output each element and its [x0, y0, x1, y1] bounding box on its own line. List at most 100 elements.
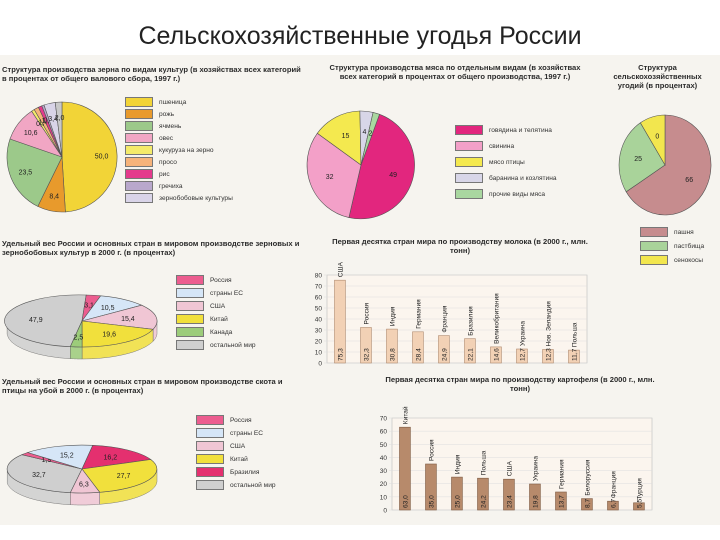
bar-value-label: 6,7	[610, 499, 617, 508]
legend-item: рожь	[125, 109, 233, 119]
pie-value-label: 0	[655, 134, 659, 141]
bar	[386, 328, 398, 364]
legend-label: баранина и козлятина	[489, 174, 557, 182]
legend-item: пашня	[640, 227, 704, 237]
bar	[451, 476, 463, 511]
bar	[334, 279, 346, 364]
bar	[633, 502, 645, 511]
legend-swatch	[455, 125, 483, 135]
legend-swatch	[196, 467, 224, 477]
pie-slice	[618, 122, 666, 193]
legend-swatch	[125, 145, 153, 155]
legend-swatch	[125, 133, 153, 143]
pie-side	[70, 346, 83, 360]
legend-item: прочие виды мяса	[455, 189, 557, 199]
pie-value-label: 1,9	[42, 457, 52, 464]
legend-swatch	[196, 428, 224, 438]
legend-swatch	[455, 157, 483, 167]
land-structure-pie: 66 25 0	[618, 114, 712, 216]
milk-bar-chart: 0 10 20 30 40 50 60 70 80 75,3 США 32,3 Россия 30,8 Ин…	[315, 261, 588, 368]
y-tick-label: 20	[380, 481, 388, 488]
meat-structure-title: Структура производства мяса по отдельным…	[329, 63, 581, 81]
potato-bar-chart: 0 10 20 30 40 50 60 70 63,0 Китай 35,0 Россия 25,0 Ин…	[380, 406, 653, 515]
y-tick-label: 10	[315, 350, 323, 357]
pie-slice	[306, 132, 362, 218]
legend-label: остальной мир	[210, 341, 256, 349]
legend-label: говядина и телятина	[489, 126, 552, 134]
y-tick-label: 60	[380, 429, 388, 436]
pie-slice	[6, 138, 63, 207]
legend-item: свинина	[455, 141, 557, 151]
legend-swatch	[176, 327, 204, 337]
slide-title: Сельскохозяйственные угодья России	[138, 22, 582, 50]
pie-slice	[4, 294, 87, 348]
pie-value-label: 16,2	[103, 455, 117, 462]
milk-chart-title: Первая десятка стран мира по производств…	[332, 237, 588, 255]
legend-swatch	[455, 189, 483, 199]
potato-chart-title: Первая десятка стран мира по производств…	[385, 375, 655, 393]
legend-label: Китай	[210, 315, 228, 323]
legend-label: Россия	[230, 416, 252, 424]
legend-swatch	[640, 227, 668, 237]
y-tick-label: 30	[380, 468, 388, 475]
legend-item: сенокосы	[640, 255, 704, 265]
legend-swatch	[125, 169, 153, 179]
pie-value-label: 15,2	[60, 452, 74, 459]
legend-label: прочие виды мяса	[489, 190, 546, 198]
pie-value-label: 50,0	[95, 153, 109, 160]
pie-value-label: 15	[342, 133, 350, 140]
bar-value-label: 23,4	[506, 495, 513, 508]
legend-label: гречиха	[159, 182, 183, 190]
legend-label: Канада	[210, 328, 233, 336]
legend-item: мясо птицы	[455, 157, 557, 167]
legend-swatch	[125, 157, 153, 167]
legend-label: пашня	[674, 228, 694, 236]
legend-label: США	[210, 302, 226, 310]
y-tick-label: 70	[315, 284, 323, 291]
pie-value-label: 1,1	[41, 118, 51, 125]
bar-category-label: Польша	[571, 322, 578, 347]
bar-value-label: 12,3	[545, 348, 552, 361]
pie-value-label: 3,4	[48, 116, 58, 123]
pie-slice	[360, 112, 380, 166]
bar-value-label: 30,8	[389, 348, 396, 361]
pie-value-label: 0,9	[36, 121, 46, 128]
legend-item: США	[176, 301, 256, 311]
bar	[464, 338, 476, 364]
legend-swatch	[176, 301, 204, 311]
legend-item: пастбища	[640, 241, 704, 251]
pie-slice	[625, 114, 712, 216]
y-tick-label: 0	[383, 508, 387, 515]
pie-value-label: 25	[634, 156, 642, 163]
legend-label: свинина	[489, 142, 515, 150]
meat-world-pie: 32,7 1,9 15,2 16,2 27,7 6,3	[6, 444, 158, 506]
legend-label: сенокосы	[674, 256, 703, 264]
legend-item: Китай	[176, 314, 256, 324]
legend-label: рис	[159, 170, 170, 178]
legend-swatch	[125, 193, 153, 203]
legend-item: просо	[125, 157, 233, 167]
legend-label: остальной мир	[230, 481, 276, 489]
legend-swatch	[176, 275, 204, 285]
pie-value-label: 10,5	[101, 305, 115, 312]
legend-label: страны ЕС	[210, 289, 244, 297]
bar-value-label: 13,7	[558, 495, 565, 508]
pie-slice	[6, 454, 83, 494]
pie-value-label: 6,3	[79, 481, 89, 488]
bar-category-label: Индия	[389, 306, 396, 326]
y-tick-label: 40	[315, 317, 323, 324]
legend-label: Бразилия	[230, 468, 260, 476]
bar-value-label: 12,7	[519, 348, 526, 361]
legend-swatch	[176, 340, 204, 350]
pie-slice	[81, 320, 154, 348]
y-tick-label: 60	[315, 295, 323, 302]
legend-item: рис	[125, 169, 233, 179]
pie-value-label: 32,7	[32, 472, 46, 479]
bar	[529, 483, 541, 511]
legend-label: мясо птицы	[489, 158, 525, 166]
legend-item: страны ЕС	[196, 428, 276, 438]
legend-item: Бразилия	[196, 467, 276, 477]
bar-category-label: Россия	[363, 302, 370, 324]
pie-value-label: 2,0	[55, 115, 65, 122]
y-tick-label: 80	[315, 273, 323, 280]
